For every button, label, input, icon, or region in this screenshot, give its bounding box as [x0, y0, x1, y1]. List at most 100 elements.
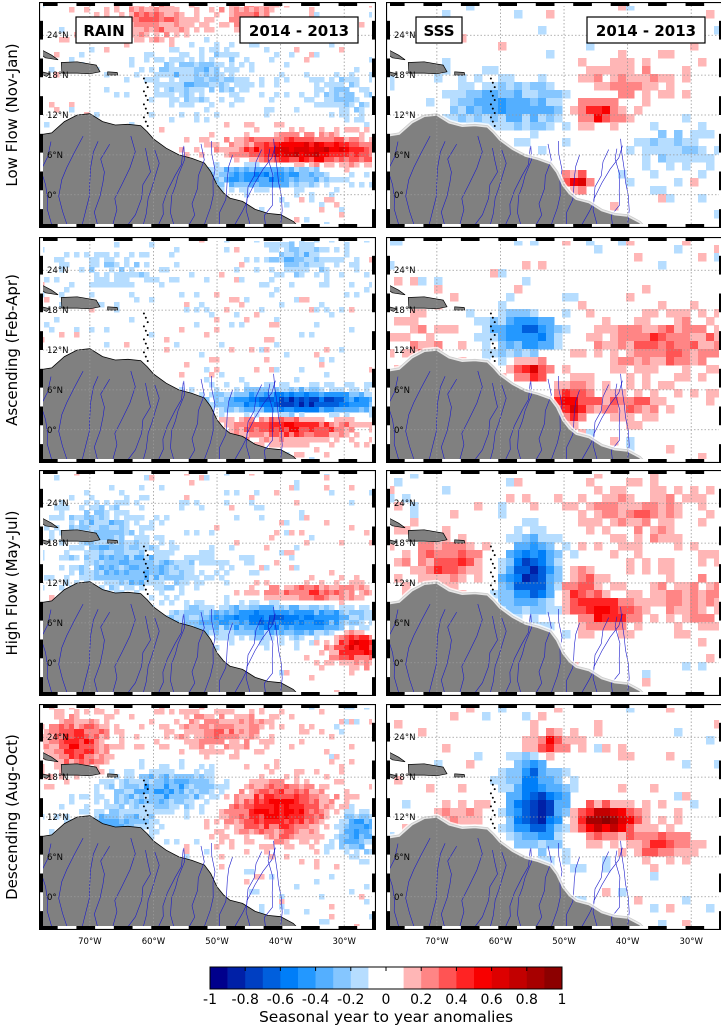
anomaly-cell	[139, 535, 145, 541]
anomaly-cell	[154, 829, 160, 835]
anomaly-cell	[309, 172, 315, 178]
anomaly-cell	[159, 550, 165, 556]
anomaly-cell	[299, 839, 305, 845]
anomaly-cell	[214, 82, 220, 88]
anomaly-cell	[274, 794, 280, 800]
anomaly-cell	[259, 152, 265, 158]
anomaly-cell	[284, 620, 290, 626]
anomaly-cell	[349, 397, 355, 403]
anomaly-cell	[586, 622, 595, 631]
anomaly-cell	[650, 413, 659, 422]
anomaly-cell	[562, 502, 571, 511]
anomaly-cell	[594, 333, 603, 342]
anomaly-cell	[354, 819, 360, 825]
river	[204, 140, 216, 225]
anomaly-cell	[269, 605, 275, 611]
anomaly-cell	[344, 97, 350, 103]
anomaly-cell	[99, 515, 105, 521]
anomaly-cell	[254, 402, 260, 408]
anomaly-cell	[650, 502, 659, 511]
anomaly-cell	[239, 610, 245, 616]
anomaly-cell	[546, 542, 555, 551]
anomaly-cell	[204, 615, 210, 621]
anomaly-cell	[530, 317, 539, 326]
anomaly-cell	[319, 262, 325, 268]
anomaly-cell	[319, 102, 325, 108]
anomaly-cell	[319, 202, 325, 208]
anomaly-cell	[119, 580, 125, 586]
anomaly-cell	[119, 779, 125, 785]
anomaly-cell	[119, 267, 125, 273]
anomaly-cell	[354, 387, 360, 393]
anomaly-cell	[129, 580, 135, 586]
anomaly-cell	[54, 52, 60, 58]
anomaly-cell	[324, 475, 330, 481]
anomaly-cell	[179, 575, 185, 581]
anomaly-cell	[490, 333, 499, 342]
anomaly-cell	[289, 132, 295, 138]
anomaly-cell	[522, 606, 531, 615]
anomaly-cell	[562, 122, 571, 131]
anomaly-cell	[289, 595, 295, 601]
river	[459, 603, 483, 693]
anomaly-cell	[304, 247, 310, 253]
anomaly-cell	[344, 660, 350, 666]
anomaly-cell	[314, 864, 320, 870]
anomaly-cell	[269, 779, 275, 785]
anomaly-cell	[189, 719, 195, 725]
anomaly-cell	[219, 77, 225, 83]
anomaly-cell	[79, 520, 85, 526]
anomaly-cell	[650, 397, 659, 406]
anomaly-cell	[554, 325, 563, 334]
anomaly-cell	[354, 585, 360, 591]
anomaly-cell	[319, 894, 325, 900]
river	[263, 850, 274, 927]
anomaly-cell	[224, 560, 230, 566]
anomaly-cell	[546, 341, 555, 350]
anomaly-cell	[658, 90, 667, 99]
anomaly-cell	[304, 655, 310, 661]
anomaly-cell	[224, 52, 230, 58]
anomaly-cell	[594, 582, 603, 591]
anomaly-cell	[394, 237, 403, 246]
anomaly-cell	[234, 397, 240, 403]
anomaly-cell	[249, 407, 255, 413]
anomaly-cell	[284, 407, 290, 413]
anomaly-cell	[229, 12, 235, 18]
anomaly-cell	[319, 610, 325, 616]
anomaly-cell	[658, 301, 667, 310]
anomaly-cell	[204, 117, 210, 123]
anomaly-cell	[259, 819, 265, 825]
anomaly-cell	[119, 277, 125, 283]
anomaly-cell	[129, 272, 135, 278]
anomaly-cell	[618, 510, 627, 519]
anomaly-cell	[324, 590, 330, 596]
anomaly-cell	[594, 470, 603, 479]
anomaly-cell	[554, 494, 563, 503]
anomaly-cell	[329, 585, 335, 591]
anomaly-cell	[269, 739, 275, 745]
anomaly-cell	[129, 784, 135, 790]
anomaly-cell	[229, 724, 235, 730]
anomaly-cell	[618, 106, 627, 115]
anomaly-cell	[154, 92, 160, 98]
island	[60, 529, 101, 543]
anomaly-cell	[522, 114, 531, 123]
anomaly-cell	[450, 293, 459, 302]
anomaly-cell	[259, 829, 265, 835]
anomaly-cell	[698, 130, 707, 139]
anomaly-cell	[274, 52, 280, 58]
anomaly-cell	[149, 819, 155, 825]
small-island	[491, 342, 494, 345]
anomaly-cell	[164, 809, 170, 815]
anomaly-cell	[249, 824, 255, 830]
anomaly-cell	[249, 147, 255, 153]
anomaly-cell	[482, 114, 491, 123]
anomaly-cell	[204, 37, 210, 43]
anomaly-cell	[706, 590, 715, 599]
river	[405, 135, 431, 225]
anomaly-cell	[354, 650, 360, 656]
anomaly-cell	[179, 12, 185, 18]
anomaly-cell	[344, 117, 350, 123]
anomaly-cell	[319, 142, 325, 148]
